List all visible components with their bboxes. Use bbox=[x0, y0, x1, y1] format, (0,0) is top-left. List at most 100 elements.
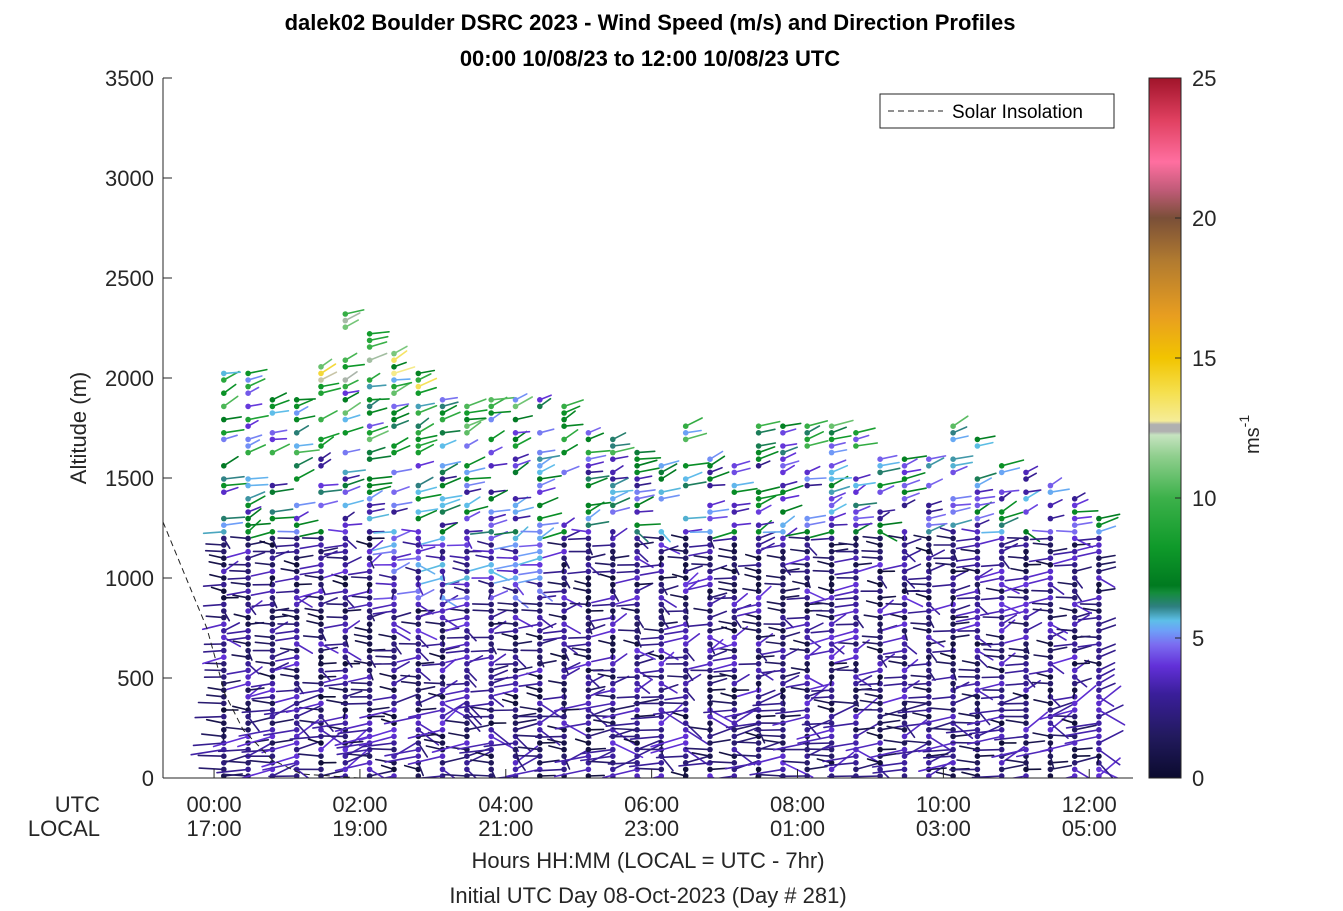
wind-barb-line bbox=[928, 727, 954, 731]
wind-barb-line bbox=[592, 544, 614, 547]
wind-barb-line bbox=[407, 755, 444, 766]
wind-barb-line bbox=[785, 557, 809, 566]
wind-barb-dot bbox=[464, 581, 470, 588]
wind-barb-dot bbox=[1096, 661, 1102, 667]
wind-barb-dot bbox=[610, 476, 616, 482]
wind-barb-dot bbox=[488, 733, 495, 740]
wind-barb-dot bbox=[415, 568, 422, 575]
wind-barb-dot bbox=[537, 562, 543, 568]
wind-barb-line bbox=[709, 636, 729, 648]
wind-barb-dot bbox=[707, 687, 713, 693]
wind-barb-dot bbox=[853, 595, 859, 601]
wind-barb-dot bbox=[464, 680, 470, 687]
wind-barb-dot bbox=[610, 436, 616, 443]
wind-barb-dot bbox=[901, 654, 908, 660]
wind-barb-dot bbox=[1071, 568, 1078, 575]
wind-barb-dot bbox=[877, 535, 883, 542]
wind-barb-dot bbox=[1096, 595, 1102, 601]
wind-barb-line bbox=[830, 476, 853, 480]
wind-barb-dot bbox=[293, 430, 300, 436]
wind-barb-line bbox=[320, 363, 337, 375]
wind-barb-dot bbox=[877, 700, 883, 707]
wind-barb-dot bbox=[682, 588, 689, 594]
wind-barb-dot bbox=[537, 397, 543, 403]
wind-barb-line bbox=[417, 509, 438, 520]
wind-barb-line bbox=[883, 676, 906, 679]
wind-barb-dot bbox=[366, 449, 373, 456]
wind-barb-dot bbox=[293, 588, 300, 594]
wind-barb-dot bbox=[488, 694, 495, 700]
wind-barb-dot bbox=[755, 614, 762, 621]
wind-barb-line bbox=[997, 702, 1027, 705]
wind-barb-line bbox=[684, 516, 707, 520]
wind-barb-dot bbox=[1071, 614, 1078, 621]
wind-barb-line bbox=[595, 694, 614, 698]
wind-barb-dot bbox=[293, 720, 300, 726]
wind-barb-dot bbox=[318, 647, 324, 654]
wind-barb-line bbox=[1025, 621, 1043, 632]
wind-barb-line bbox=[605, 722, 638, 728]
wind-barb-dot bbox=[950, 733, 956, 740]
wind-barb-line bbox=[1098, 709, 1126, 726]
wind-barb-dot bbox=[853, 740, 859, 746]
wind-barb-dot bbox=[828, 753, 835, 759]
wind-barb-dot bbox=[537, 575, 543, 581]
wind-barb-dot bbox=[853, 621, 859, 627]
wind-barb-line bbox=[666, 675, 687, 678]
wind-barb-dot bbox=[561, 614, 567, 621]
wind-barb-dot bbox=[998, 674, 1005, 680]
wind-barb-dot bbox=[391, 469, 397, 476]
wind-barb-dot bbox=[634, 476, 640, 482]
wind-barb-line bbox=[542, 629, 565, 635]
wind-barb-line bbox=[275, 550, 298, 555]
wind-barb-line bbox=[976, 568, 993, 579]
wind-barb-line bbox=[711, 700, 736, 705]
wind-barb-dot bbox=[391, 608, 397, 614]
wind-barb-line bbox=[955, 682, 979, 688]
wind-barb-line bbox=[709, 515, 728, 520]
wind-barb-line bbox=[237, 735, 274, 748]
wind-barb-dot bbox=[658, 476, 665, 482]
wind-barb-dot bbox=[512, 397, 519, 403]
wind-barb-line bbox=[1080, 635, 1100, 639]
wind-barb-dot bbox=[804, 542, 810, 548]
wind-barb-line bbox=[201, 623, 225, 631]
wind-barb-line bbox=[684, 432, 708, 441]
wind-barb-line bbox=[1064, 735, 1100, 745]
wind-barb-dot bbox=[780, 469, 786, 476]
wind-barb-line bbox=[250, 689, 274, 697]
wind-barb-line bbox=[393, 444, 411, 454]
wind-barb-line bbox=[713, 669, 736, 673]
wind-barb-dot bbox=[901, 766, 908, 773]
wind-barb-dot bbox=[634, 634, 640, 641]
wind-barb-line bbox=[202, 530, 225, 535]
colorbar-tick-label: 20 bbox=[1192, 206, 1216, 231]
wind-barb-dot bbox=[950, 529, 956, 535]
wind-barb-dot bbox=[1096, 746, 1102, 753]
wind-barb-dot bbox=[950, 575, 956, 581]
wind-barb-dot bbox=[561, 601, 567, 608]
wind-barb-dot bbox=[828, 707, 835, 713]
wind-barb-line bbox=[295, 693, 322, 705]
wind-barb-dot bbox=[1023, 496, 1029, 502]
wind-barb-dot bbox=[537, 548, 543, 555]
wind-barb-line bbox=[636, 496, 654, 507]
wind-barb-dot bbox=[682, 555, 689, 561]
wind-barb-line bbox=[785, 530, 809, 537]
wind-barb-dot bbox=[853, 634, 859, 641]
wind-barb-line bbox=[490, 609, 508, 619]
wind-barb-line bbox=[1073, 724, 1097, 731]
wind-barb-line bbox=[1004, 636, 1027, 644]
wind-barb-dot bbox=[293, 463, 300, 469]
wind-barb-dot bbox=[634, 773, 640, 778]
wind-barb-line bbox=[806, 722, 821, 739]
wind-barb-line bbox=[223, 560, 239, 573]
wind-barb-line bbox=[1028, 570, 1052, 578]
wind-barb-dot bbox=[561, 621, 567, 627]
wind-barb-line bbox=[945, 728, 979, 734]
wind-barb-dot bbox=[293, 443, 300, 449]
wind-barb-dot bbox=[318, 390, 324, 397]
wind-barb-line bbox=[466, 476, 492, 480]
wind-barb-dot bbox=[1047, 502, 1054, 509]
